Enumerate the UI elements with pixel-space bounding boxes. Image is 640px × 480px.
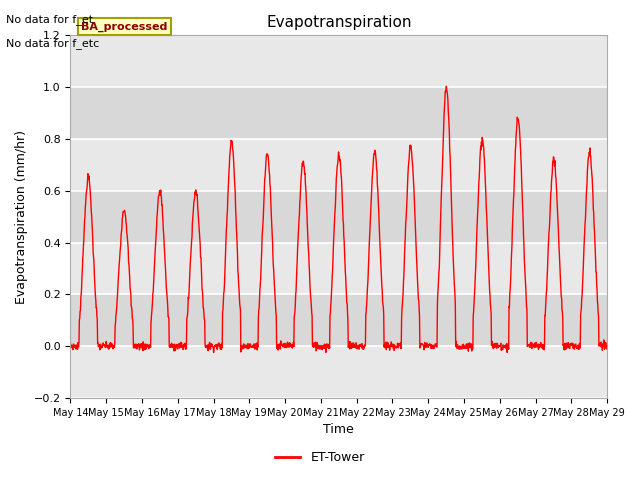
Title: Evapotranspiration: Evapotranspiration: [266, 15, 412, 30]
Bar: [70, 242, 607, 294]
Y-axis label: Evapotranspiration (mm/hr): Evapotranspiration (mm/hr): [15, 130, 28, 304]
X-axis label: Time: Time: [323, 423, 354, 436]
Bar: [70, 346, 607, 398]
Bar: [70, 87, 607, 139]
Legend: ET-Tower: ET-Tower: [270, 446, 370, 469]
Bar: [70, 191, 607, 242]
Text: No data for f_et: No data for f_et: [6, 14, 93, 25]
Bar: [70, 294, 607, 346]
Text: No data for f_etc: No data for f_etc: [6, 38, 100, 49]
Bar: [70, 36, 607, 87]
Text: BA_processed: BA_processed: [81, 22, 168, 32]
Bar: [70, 139, 607, 191]
